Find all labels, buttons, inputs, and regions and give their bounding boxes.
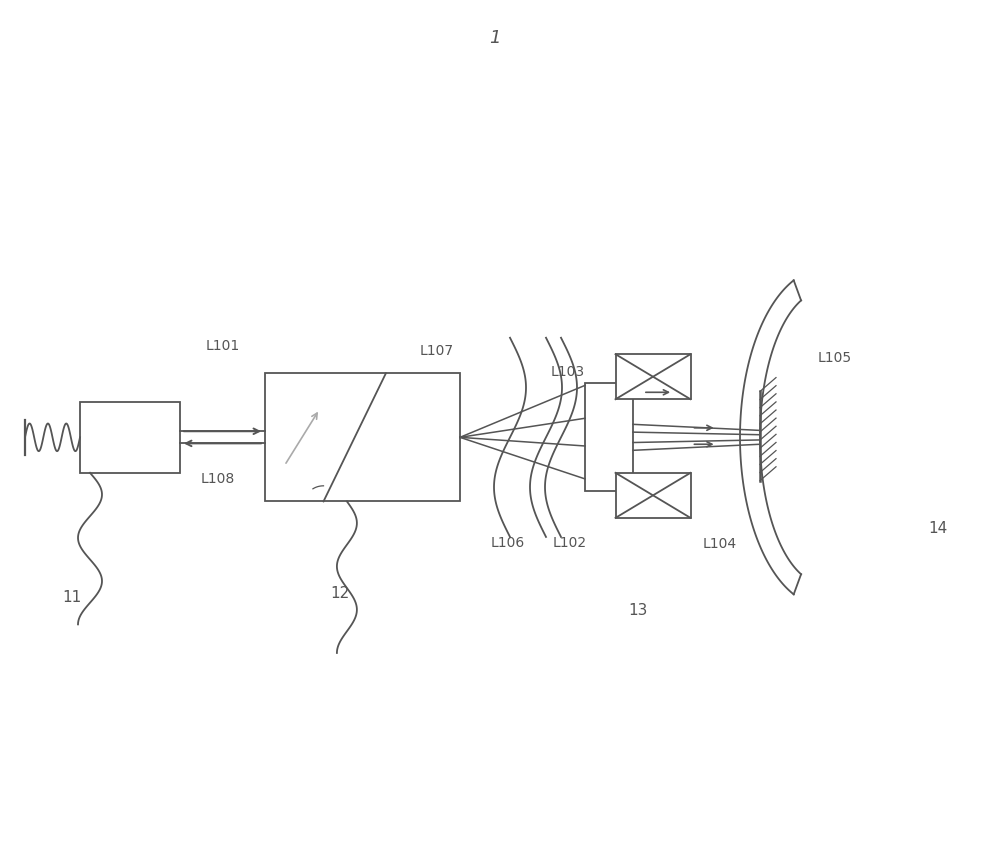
Bar: [585, 383, 633, 492]
Bar: [265, 373, 460, 501]
Text: L106: L106: [491, 536, 525, 550]
Bar: [80, 402, 180, 473]
Text: 12: 12: [330, 585, 350, 601]
Text: 1: 1: [489, 29, 501, 47]
Text: L108: L108: [201, 472, 235, 486]
Bar: [616, 354, 690, 399]
Text: 14: 14: [928, 520, 948, 536]
Text: L104: L104: [703, 537, 737, 551]
Text: L105: L105: [818, 351, 852, 365]
Text: 11: 11: [62, 590, 82, 605]
Text: L107: L107: [420, 344, 454, 358]
Text: L103: L103: [551, 365, 585, 379]
Text: L101: L101: [206, 339, 240, 353]
Bar: [616, 473, 690, 518]
Text: 13: 13: [628, 603, 648, 618]
Text: L102: L102: [553, 536, 587, 550]
